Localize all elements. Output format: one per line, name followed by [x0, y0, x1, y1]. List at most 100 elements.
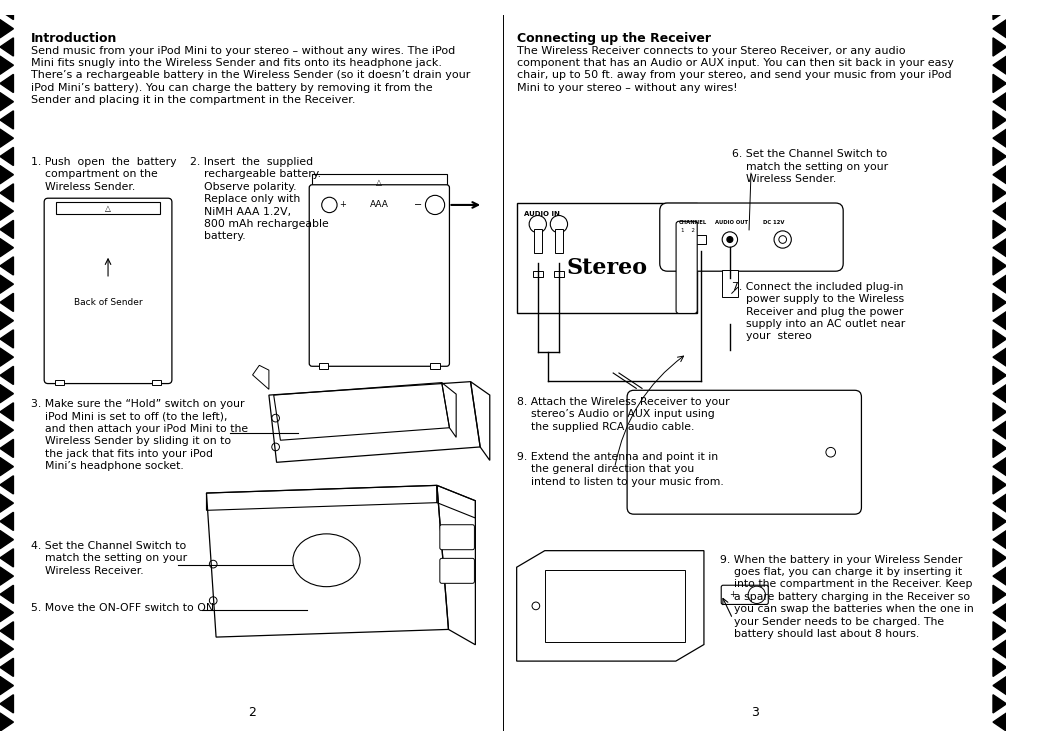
Polygon shape — [0, 166, 14, 184]
Bar — [319, 363, 328, 369]
Polygon shape — [0, 640, 14, 658]
Polygon shape — [0, 239, 14, 257]
Polygon shape — [994, 184, 1006, 202]
Polygon shape — [0, 549, 14, 567]
Text: Stereo: Stereo — [566, 257, 648, 279]
Polygon shape — [0, 1, 14, 19]
FancyBboxPatch shape — [44, 198, 172, 383]
Text: △: △ — [105, 204, 111, 213]
Text: 1. Push  open  the  battery
    compartment on the
    Wireless Sender.: 1. Push open the battery compartment on … — [30, 157, 176, 192]
Text: 5. Move the ON-OFF switch to ON: 5. Move the ON-OFF switch to ON — [30, 603, 214, 612]
Polygon shape — [994, 75, 1006, 93]
Polygon shape — [994, 275, 1006, 293]
Polygon shape — [0, 19, 14, 38]
Circle shape — [727, 236, 733, 242]
Polygon shape — [0, 658, 14, 677]
Polygon shape — [994, 220, 1006, 239]
Polygon shape — [994, 293, 1006, 312]
Text: 8. Attach the Wireless Receiver to your
    stereo’s Audio or AUX input using
  : 8. Attach the Wireless Receiver to your … — [517, 397, 729, 432]
Polygon shape — [994, 38, 1006, 56]
Polygon shape — [994, 439, 1006, 457]
FancyBboxPatch shape — [309, 185, 450, 366]
Polygon shape — [994, 147, 1006, 166]
Polygon shape — [994, 403, 1006, 421]
Bar — [431, 363, 440, 369]
Polygon shape — [994, 330, 1006, 348]
Bar — [54, 380, 64, 386]
Bar — [722, 270, 738, 297]
Polygon shape — [994, 457, 1006, 476]
Polygon shape — [994, 202, 1006, 220]
Polygon shape — [994, 93, 1006, 111]
FancyBboxPatch shape — [627, 390, 861, 514]
Polygon shape — [994, 585, 1006, 604]
Polygon shape — [994, 366, 1006, 384]
Text: CHANNEL: CHANNEL — [679, 220, 707, 225]
Polygon shape — [994, 19, 1006, 38]
Bar — [533, 229, 542, 253]
Bar — [152, 380, 161, 386]
Polygon shape — [0, 713, 14, 731]
Polygon shape — [0, 621, 14, 640]
Bar — [679, 235, 706, 244]
Text: 3. Make sure the “Hold” switch on your
    iPod Mini is set to off (to the left): 3. Make sure the “Hold” switch on your i… — [30, 399, 248, 471]
Polygon shape — [0, 604, 14, 621]
Polygon shape — [0, 312, 14, 330]
Text: +: + — [729, 590, 736, 599]
Polygon shape — [994, 56, 1006, 75]
Polygon shape — [994, 549, 1006, 567]
Polygon shape — [994, 1, 1006, 19]
Polygon shape — [994, 312, 1006, 330]
Text: AAA: AAA — [370, 201, 389, 210]
Polygon shape — [994, 494, 1006, 513]
Polygon shape — [994, 621, 1006, 640]
Polygon shape — [0, 275, 14, 293]
Polygon shape — [0, 513, 14, 530]
Polygon shape — [0, 530, 14, 549]
Polygon shape — [994, 476, 1006, 494]
Polygon shape — [0, 293, 14, 312]
Polygon shape — [0, 695, 14, 713]
Bar — [533, 272, 543, 277]
Bar — [517, 203, 697, 313]
Text: 3: 3 — [751, 706, 759, 719]
Text: The Wireless Receiver connects to your Stereo Receiver, or any audio
component t: The Wireless Receiver connects to your S… — [517, 46, 954, 93]
Polygon shape — [994, 567, 1006, 585]
Polygon shape — [994, 129, 1006, 147]
Polygon shape — [994, 640, 1006, 658]
Bar — [555, 229, 563, 253]
Polygon shape — [994, 604, 1006, 621]
Polygon shape — [994, 421, 1006, 439]
Polygon shape — [994, 677, 1006, 695]
Polygon shape — [0, 184, 14, 202]
Text: 2. Insert  the  supplied
    rechargeable battery.
    Observe polarity.
    Rep: 2. Insert the supplied rechargeable batt… — [190, 157, 329, 241]
Text: +: + — [340, 201, 346, 210]
Text: 9. When the battery in your Wireless Sender
    goes flat, you can charge it by : 9. When the battery in your Wireless Sen… — [720, 554, 974, 639]
Polygon shape — [0, 330, 14, 348]
Polygon shape — [994, 111, 1006, 129]
Text: Send music from your iPod Mini to your stereo – without any wires. The iPod
Mini: Send music from your iPod Mini to your s… — [30, 46, 471, 105]
Polygon shape — [0, 111, 14, 129]
Text: DC 12V: DC 12V — [764, 220, 785, 225]
Polygon shape — [0, 585, 14, 604]
Polygon shape — [0, 147, 14, 166]
Polygon shape — [0, 257, 14, 275]
Polygon shape — [0, 38, 14, 56]
Polygon shape — [994, 166, 1006, 184]
FancyBboxPatch shape — [440, 524, 475, 550]
Polygon shape — [0, 129, 14, 147]
Polygon shape — [0, 457, 14, 476]
Bar — [554, 272, 564, 277]
FancyBboxPatch shape — [676, 222, 697, 313]
Polygon shape — [0, 476, 14, 494]
Text: 2: 2 — [247, 706, 256, 719]
Polygon shape — [994, 695, 1006, 713]
Text: −: − — [414, 200, 421, 210]
Text: 7. Connect the included plug-in
    power supply to the Wireless
    Receiver an: 7. Connect the included plug-in power su… — [732, 282, 905, 342]
Polygon shape — [994, 530, 1006, 549]
Text: 9. Extend the antenna and point it in
    the general direction that you
    int: 9. Extend the antenna and point it in th… — [517, 452, 723, 486]
Polygon shape — [994, 713, 1006, 731]
Polygon shape — [0, 494, 14, 513]
Text: Back of Sender: Back of Sender — [73, 298, 143, 307]
Text: AUDIO OUT: AUDIO OUT — [716, 220, 748, 225]
